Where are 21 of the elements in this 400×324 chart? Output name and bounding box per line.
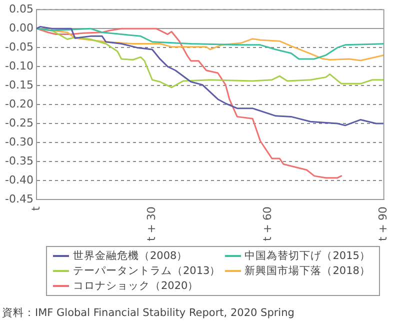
legend-label: コロナショック（2020）: [73, 279, 199, 293]
x-tick-label: t + 60: [260, 206, 274, 242]
x-tick-label: t + 30: [145, 206, 158, 242]
y-tick-label: -0.40: [4, 173, 34, 186]
y-tick-label: -0.05: [4, 40, 34, 54]
y-tick-label: -0.20: [4, 97, 34, 110]
y-tick-label: -0.15: [4, 78, 34, 92]
y-tick-label: 0.00: [8, 21, 34, 34]
legend-label: 世界金融危機（2008）: [73, 249, 188, 263]
x-tick-label: t: [29, 206, 42, 211]
y-tick-label: -0.35: [4, 154, 34, 168]
y-tick-label: -0.30: [4, 135, 34, 148]
text: 資料：IMF Global Financial Stability Report, 2020 Spring: [2, 306, 294, 320]
y-tick-label: 0.05: [8, 2, 34, 16]
y-tick-label: -0.10: [4, 59, 34, 72]
y-tick-label: -0.45: [4, 192, 34, 206]
y-tick-label: -0.25: [4, 116, 34, 130]
legend-label: 新興国市場下落（2018）: [244, 264, 370, 278]
x-tick-label: t + 90: [376, 206, 390, 242]
legend-label: テーパータントラム（2013）: [73, 264, 221, 278]
legend-label: 中国為替切下げ（2015）: [244, 249, 370, 263]
